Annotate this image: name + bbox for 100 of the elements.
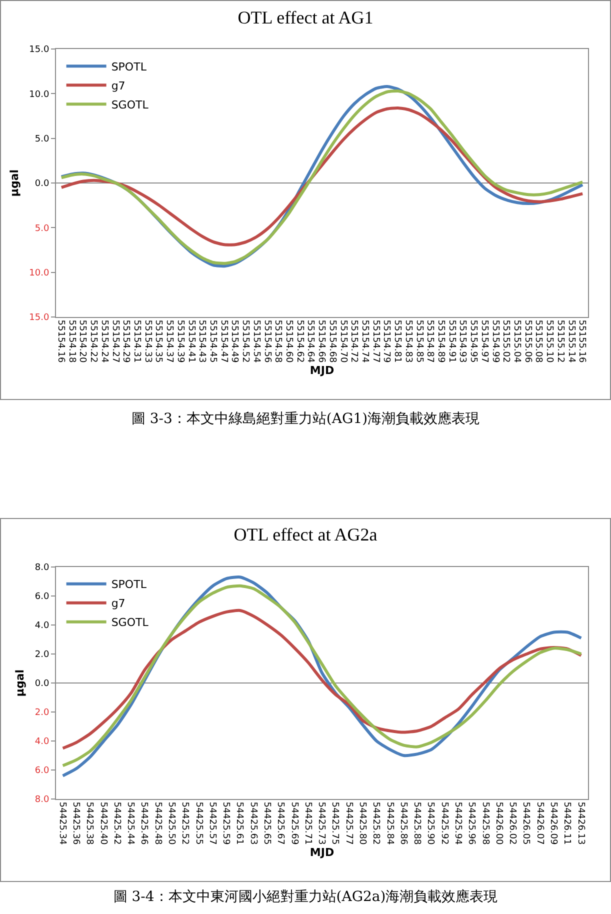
x-tick-label: 54426.00 (493, 802, 504, 846)
x-tick-label: 54425.98 (480, 802, 490, 846)
x-tick-label: 54425.57 (206, 802, 217, 845)
y-tick-label: 8.0 (34, 795, 50, 806)
x-tick-label: 55154.81 (392, 320, 402, 363)
x-tick-label: 55154.35 (153, 320, 164, 363)
legend-label: g7 (111, 79, 126, 92)
y-tick-label: 10.0 (29, 90, 50, 100)
x-tick-label: 55155.02 (500, 320, 511, 363)
x-tick-label: 55155.12 (554, 320, 565, 363)
x-tick-label: 55154.31 (132, 320, 142, 363)
x-tick-label: 54426.07 (534, 802, 544, 845)
x-tick-label: 54425.52 (180, 802, 190, 845)
x-tick-label: 55154.85 (414, 320, 424, 363)
x-tick-label: 54425.75 (330, 802, 340, 845)
x-tick-label: 54425.65 (262, 802, 272, 845)
x-tick-label: 55154.64 (305, 320, 316, 364)
x-tick-label: 54426.13 (575, 802, 586, 845)
x-tick-label: 55154.27 (110, 320, 120, 363)
y-tick-label: 0.0 (34, 179, 50, 190)
legend-label: SPOTL (111, 60, 148, 74)
x-tick-label: 54425.40 (98, 802, 108, 846)
x-axis-title: MJD (310, 364, 334, 378)
x-tick-label: 55154.49 (229, 320, 240, 364)
x-tick-label: 54425.80 (356, 802, 367, 846)
x-tick-label: 55154.89 (436, 320, 446, 364)
x-tick-label: 54425.96 (466, 802, 476, 846)
caption: 圖 3-3：本文中綠島絕對重力站(AG1)海潮負載效應表現 (130, 410, 481, 428)
legend-label: SPOTL (111, 578, 148, 592)
x-tick-label: 54425.59 (220, 802, 231, 846)
x-tick-label: 54425.55 (193, 802, 204, 845)
y-tick-label: 15.0 (29, 313, 50, 324)
y-axis-title: µgal (14, 669, 27, 697)
x-tick-label: 55154.87 (424, 320, 435, 363)
x-tick-label: 55154.74 (360, 320, 370, 364)
x-tick-label: 55154.16 (56, 320, 66, 364)
x-tick-label: 54425.67 (275, 802, 286, 845)
x-tick-label: 54426.09 (548, 802, 558, 846)
x-tick-label: 55154.95 (468, 320, 478, 363)
x-tick-label: 55154.97 (478, 320, 489, 363)
x-tick-label: 54425.42 (111, 802, 122, 845)
x-tick-label: 55155.16 (576, 320, 587, 364)
x-tick-label: 54425.46 (138, 802, 149, 846)
x-tick-label: 54425.44 (125, 802, 136, 846)
x-tick-label: 54426.11 (562, 802, 572, 845)
x-tick-label: 55154.70 (338, 320, 348, 364)
y-tick-label: 6.0 (34, 592, 50, 602)
y-tick-label: 5.0 (34, 224, 50, 234)
x-tick-label: 55154.52 (240, 320, 250, 363)
x-tick-label: 54426.05 (520, 802, 531, 845)
x-tick-label: 55154.93 (457, 320, 468, 363)
x-tick-label: 55154.56 (262, 320, 272, 364)
x-tick-label: 55155.06 (522, 320, 532, 364)
x-tick-label: 55154.77 (370, 320, 380, 363)
x-tick-label: 55155.14 (566, 320, 576, 364)
x-tick-label: 55154.83 (402, 320, 413, 363)
x-tick-label: 54425.94 (452, 802, 462, 846)
x-tick-label: 54425.88 (412, 802, 422, 846)
y-tick-label: 10.0 (29, 268, 50, 278)
x-tick-label: 54425.90 (425, 802, 436, 846)
legend-label: SGOTL (111, 616, 150, 630)
x-tick-label: 55154.20 (77, 320, 88, 364)
x-tick-label: 55154.24 (98, 320, 109, 364)
x-tick-label: 55154.22 (88, 320, 98, 363)
y-tick-label: 2.0 (34, 650, 50, 660)
legend-label: SGOTL (111, 98, 150, 112)
x-tick-label: 55154.54 (250, 320, 261, 364)
y-tick-label: 4.0 (34, 737, 50, 748)
x-tick-label: 55154.68 (326, 320, 337, 364)
x-tick-label: 54425.34 (56, 802, 67, 846)
x-tick-label: 54425.61 (234, 802, 244, 845)
x-tick-label: 55154.47 (218, 320, 228, 363)
x-tick-label: 55154.99 (490, 320, 500, 364)
x-tick-label: 54426.02 (507, 802, 518, 845)
x-tick-label: 55154.62 (294, 320, 304, 363)
x-tick-label: 54425.36 (70, 802, 81, 846)
chart-title: OTL effect at AG2a (234, 524, 378, 545)
x-tick-label: 55154.41 (186, 320, 196, 363)
y-tick-label: 6.0 (34, 766, 50, 776)
y-tick-label: 15.0 (29, 45, 50, 56)
x-tick-label: 55154.60 (284, 320, 294, 364)
x-tick-label: 54425.84 (384, 802, 394, 846)
chart-title: OTL effect at AG1 (238, 8, 374, 28)
x-tick-label: 55154.91 (446, 320, 456, 363)
x-axis-title: MJD (310, 846, 334, 860)
x-tick-label: 55155.08 (533, 320, 544, 364)
x-tick-label: 54425.77 (343, 802, 354, 845)
y-axis-title: µgal (8, 169, 21, 197)
x-tick-label: 54425.38 (84, 802, 94, 846)
x-tick-label: 54425.92 (438, 802, 449, 845)
x-tick-label: 54425.86 (398, 802, 408, 846)
x-tick-label: 55154.29 (120, 320, 131, 364)
x-tick-label: 55154.18 (66, 320, 76, 364)
x-tick-label: 54425.69 (288, 802, 299, 846)
x-tick-label: 55154.39 (174, 320, 185, 364)
x-tick-label: 55154.45 (208, 320, 218, 363)
x-tick-label: 55154.33 (142, 320, 152, 363)
x-tick-label: 55154.79 (381, 320, 392, 364)
x-tick-label: 55154.58 (272, 320, 283, 364)
x-tick-label: 55154.66 (316, 320, 326, 364)
